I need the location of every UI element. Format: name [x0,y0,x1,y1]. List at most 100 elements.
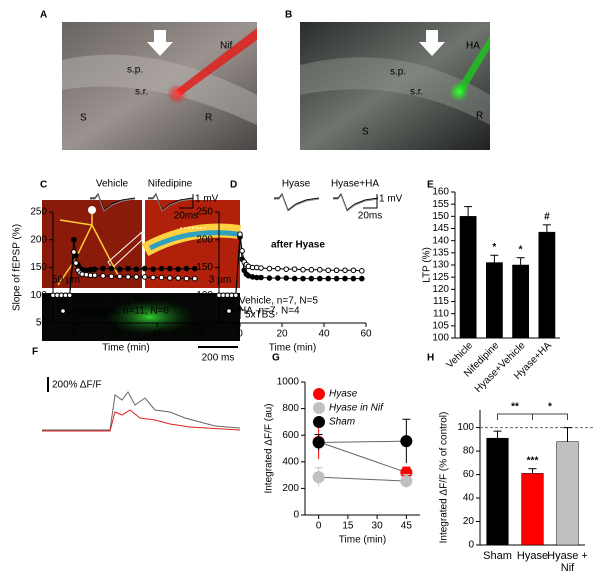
tissue-band [300,57,490,125]
point [239,248,245,254]
y-axis-label: Integrated ΔF/F (% of control) [439,412,450,544]
y-tick-label: 155 [432,199,449,210]
point [333,267,340,274]
point [283,266,290,272]
series-line [318,441,407,473]
inset-label: Hyase+HA [331,179,379,190]
legend-label: Vehicle, n=7, N=5 [239,296,318,307]
point [258,265,264,271]
bar [538,231,556,339]
bar [459,216,477,339]
legend-marker [60,308,66,314]
dye-spot [167,84,187,104]
image-label: s.p. [127,65,143,76]
y-tick-label: 150 [432,211,449,222]
y-tick-label: 120 [432,284,449,295]
dendrite-core [148,230,239,251]
point [141,265,148,272]
y-axis-label: Slope of fEPSP (%) [12,224,23,311]
point [125,274,131,280]
x-tick-label: 40 [152,329,164,340]
point [300,266,306,273]
panel-label: C [40,180,47,191]
point [283,275,290,281]
point [66,292,73,299]
point [91,272,98,279]
point [237,231,243,237]
scale-label: 200 ms [202,353,235,364]
bar [556,441,579,546]
point [291,275,298,282]
image-label: Nif [220,41,232,52]
trace-hyase [42,409,241,432]
y-tick-label: 150 [30,262,47,273]
point [158,265,165,272]
x-tick-label: Hyase + Nif [547,550,588,574]
y-tick-label: 80 [463,446,475,457]
x-tick-label: 40 [318,329,330,340]
x-tick-label: 60 [193,329,205,340]
point [400,435,413,448]
scale-label: 20ms [174,211,198,222]
y-tick-label: 100 [457,422,474,433]
point [275,265,281,272]
annotation: * [492,242,496,253]
point [175,266,181,272]
y-tick-label: 130 [432,260,449,271]
point [141,274,148,280]
point [167,265,173,272]
y-tick-label: 250 [30,207,47,218]
point [317,266,323,273]
y-tick-label: 160 [432,187,449,198]
point [108,265,115,272]
scale-label: 3 µm [209,275,231,286]
point [100,265,106,272]
panel-label: A [40,10,47,21]
y-tick-label: 600 [282,430,299,441]
annotation: * [519,244,523,255]
note: after Hyase [271,240,325,251]
image-label: S [80,113,87,124]
point [266,275,273,281]
y-tick-label: 100 [30,290,47,301]
legend-marker [313,388,325,400]
inset-trace [90,193,136,212]
y-tick-label: 150 [196,262,213,273]
panel-label: B [285,10,292,21]
bracket-label: * [548,402,552,413]
point [275,275,281,281]
legend-label: Nifedipine, n=11, N=6 [73,306,169,317]
annotation: # [544,211,550,222]
y-tick-label: 20 [463,516,475,527]
bar [486,437,509,546]
point [133,274,140,280]
neuron [57,210,119,286]
y-tick-label: 100 [196,290,213,301]
inset-label: Vehicle [96,179,129,190]
y-tick-label: 135 [432,247,449,258]
y-tick-label: 0 [293,510,299,521]
y-tick-label: 105 [432,320,449,331]
point [400,475,413,488]
dye-spot [449,82,469,102]
bracket [532,413,568,420]
inset-trace [148,193,194,212]
bracket-label: ** [511,402,519,413]
y-tick-label: 400 [282,456,299,467]
point [325,267,332,274]
inset-label: Nifedipine [148,179,193,190]
point [291,266,298,272]
tissue-band [62,54,257,125]
x-axis-label: Time (min) [339,535,386,546]
point [312,471,325,484]
point [125,265,131,272]
legend-marker [226,298,232,304]
point [71,249,77,255]
panel-label: E [427,180,434,191]
point [317,275,323,282]
y-tick-label: 0 [468,540,474,551]
point [167,275,173,281]
linescan-signal [105,299,195,335]
x-tick-label: 20 [276,329,288,340]
bar [521,473,544,546]
